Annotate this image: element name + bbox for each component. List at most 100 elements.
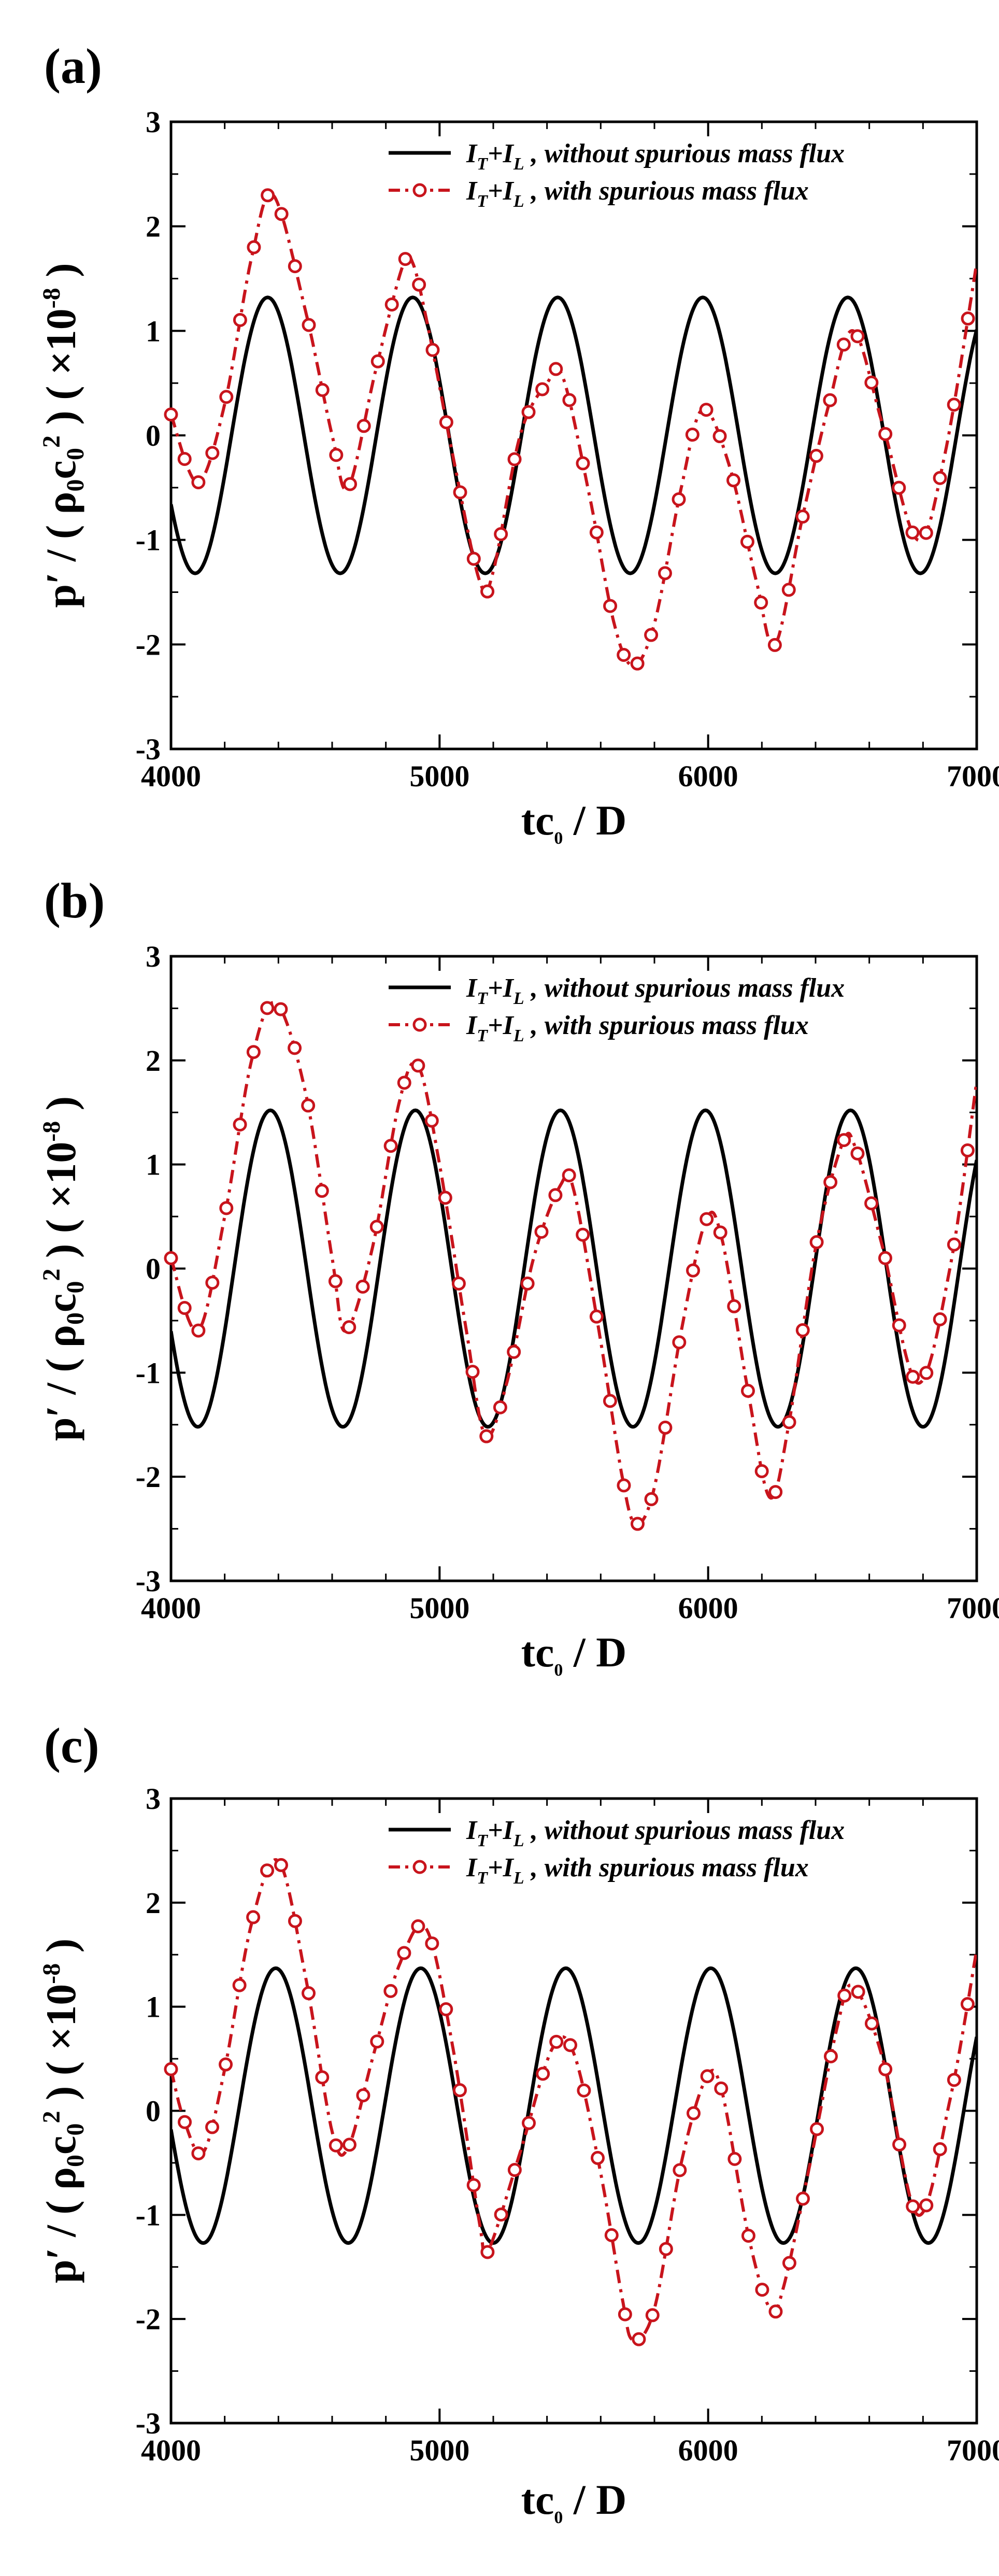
y-tick-label: 2 xyxy=(146,1044,161,1078)
y-axis-label-part1: p′ / ( ρ xyxy=(37,1325,84,1441)
series-marker xyxy=(617,1478,631,1493)
y-axis-label-scale: ) ( ×10 xyxy=(37,1142,84,1269)
series-marker xyxy=(549,362,563,376)
y-tick-label: -3 xyxy=(136,732,161,766)
series-marker xyxy=(699,403,713,417)
x-tick-label: 6000 xyxy=(678,759,738,793)
x-axis-label-main: tc xyxy=(521,1629,554,1676)
series-marker xyxy=(659,2242,673,2256)
series-marker xyxy=(288,1914,302,1928)
legend-I: I xyxy=(466,1011,478,1040)
series-marker xyxy=(535,382,550,397)
y-axis-label-close: ) xyxy=(37,1938,84,1963)
series-marker xyxy=(315,383,330,397)
y-axis-label-sub-c: 0 xyxy=(62,448,89,460)
series-marker xyxy=(342,2138,356,2152)
series-marker xyxy=(205,1276,220,1290)
series-marker xyxy=(494,2207,508,2222)
legend-description: , without spurious mass flux xyxy=(524,1816,845,1845)
series-marker xyxy=(383,1984,398,1998)
series-marker xyxy=(343,477,358,491)
y-tick-label: 1 xyxy=(146,1990,161,2024)
y-tick-label: 0 xyxy=(146,419,161,452)
series-marker xyxy=(439,2002,453,2017)
legend-I2: I xyxy=(503,973,515,1003)
series-marker xyxy=(589,1309,604,1324)
series-marker xyxy=(356,419,371,433)
y-tick-label: 3 xyxy=(146,1782,161,1816)
legend-I2: I xyxy=(503,1816,515,1845)
series-marker xyxy=(534,1225,549,1239)
legend-plus: + xyxy=(488,1853,503,1883)
legend-marker xyxy=(412,1017,427,1032)
x-tick-label: 6000 xyxy=(678,2433,738,2467)
series-marker xyxy=(494,527,508,542)
y-axis-label-scale: ) ( ×10 xyxy=(37,308,84,435)
x-tick-label: 5000 xyxy=(409,1591,469,1625)
x-axis-label: tc0 / D xyxy=(521,797,627,848)
series-marker xyxy=(219,1201,234,1215)
series-marker xyxy=(591,2150,605,2165)
series-marker xyxy=(411,1058,425,1073)
series-marker xyxy=(905,525,920,540)
y-axis-label-c: c xyxy=(37,1294,84,1312)
series-marker xyxy=(673,2163,687,2177)
legend-I2: I xyxy=(503,139,515,168)
legend-entry-without-spurious: IT+IL , without spurious mass flux xyxy=(389,1816,845,1850)
y-tick-label: -1 xyxy=(136,1356,161,1390)
series-marker xyxy=(315,1184,329,1198)
series-marker xyxy=(397,1946,411,1960)
series-marker xyxy=(836,337,851,352)
y-tick-label: -3 xyxy=(136,1564,161,1598)
series-marker xyxy=(782,1415,796,1429)
legend-description: , with spurious mass flux xyxy=(524,176,809,206)
legend-plus: + xyxy=(488,973,503,1003)
x-tick-label: 4000 xyxy=(141,2433,201,2467)
series-marker xyxy=(164,2062,178,2076)
legend-description: , with spurious mass flux xyxy=(524,1011,809,1040)
series-marker xyxy=(411,1919,425,1934)
series-marker xyxy=(178,2115,192,2129)
legend-sub-T: T xyxy=(477,154,488,174)
plot-frame xyxy=(169,1797,978,2425)
legend-sub-L: L xyxy=(513,989,524,1008)
x-tick-label: 4000 xyxy=(141,759,201,793)
series-marker xyxy=(603,1394,617,1408)
series-marker xyxy=(878,1251,892,1265)
legend-entry-with-spurious: IT+IL , with spurious mass flux xyxy=(389,1011,809,1045)
series-marker xyxy=(342,1320,356,1335)
y-tick-label: 3 xyxy=(146,105,161,139)
series-marker xyxy=(795,509,810,524)
panel-label: (c) xyxy=(44,1718,99,1773)
series-marker xyxy=(549,2034,564,2049)
series-marker xyxy=(823,393,837,407)
y-tick-label: -1 xyxy=(136,523,161,557)
series-marker xyxy=(795,1323,810,1337)
series-marker xyxy=(658,566,672,581)
series-marker xyxy=(740,534,754,549)
x-axis-label: tc0 / D xyxy=(521,1629,627,1680)
series-marker xyxy=(577,2083,591,2098)
series-marker xyxy=(933,2142,947,2156)
series-marker xyxy=(562,393,577,407)
series-marker xyxy=(246,1045,261,1059)
series-marker xyxy=(480,2245,495,2259)
y-tick-label: -2 xyxy=(136,1460,161,1494)
series-marker xyxy=(892,2138,907,2152)
series-marker xyxy=(700,2069,715,2084)
x-axis-label-main: tc xyxy=(521,2476,554,2523)
series-marker xyxy=(645,2308,660,2323)
series-marker xyxy=(232,1978,247,1992)
legend-sub-T: T xyxy=(477,989,488,1008)
y-axis-label-exp: -8 xyxy=(38,1121,65,1142)
series-marker xyxy=(864,375,879,390)
y-tick-label: -1 xyxy=(136,2198,161,2232)
series-marker xyxy=(328,1274,342,1289)
x-axis-label-subscript: 0 xyxy=(554,1661,563,1680)
series-marker xyxy=(369,1220,384,1234)
x-axis-label-subscript: 0 xyxy=(554,2508,563,2527)
series-marker xyxy=(274,1858,289,1872)
series-marker xyxy=(412,277,426,292)
